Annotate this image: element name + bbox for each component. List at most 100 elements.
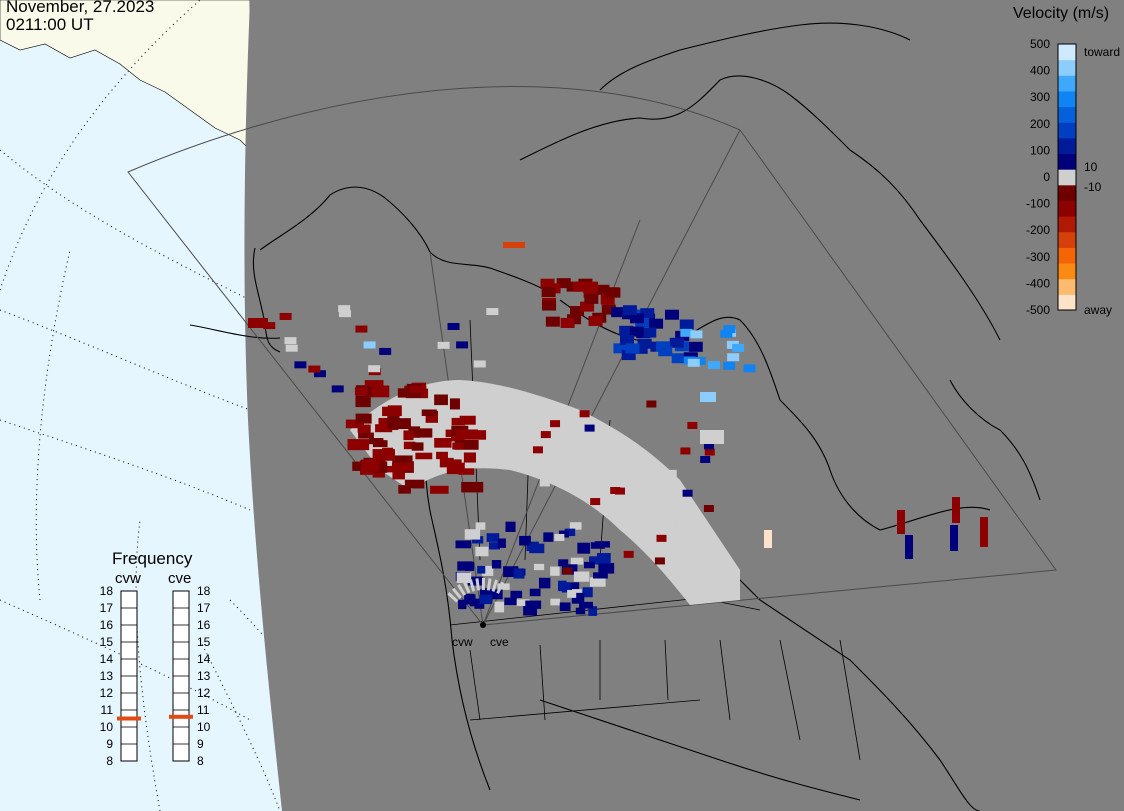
- velocity-cell: [589, 577, 606, 587]
- velocity-cell: [516, 599, 530, 606]
- velocity-cell: [372, 471, 385, 478]
- colorbar-tick-label: 100: [1030, 143, 1050, 157]
- velocity-cell: [577, 542, 591, 554]
- velocity-cell: [538, 577, 551, 589]
- velocity-cell: [593, 572, 608, 579]
- velocity-cell: [680, 328, 693, 337]
- velocity-cell: [590, 498, 601, 506]
- velocity-cell: [656, 534, 667, 542]
- frequency-tick-label: 13: [197, 669, 211, 683]
- velocity-cell: [529, 588, 541, 597]
- frequency-tick-label: 18: [197, 584, 211, 598]
- radar-site-dot: [480, 622, 486, 628]
- velocity-cell: [606, 287, 621, 298]
- velocity-cell: [646, 400, 657, 408]
- velocity-cell: [629, 326, 644, 337]
- velocity-cell: [743, 364, 756, 373]
- frequency-marker: [117, 716, 141, 721]
- velocity-cell: [596, 553, 611, 564]
- velocity-cell: [704, 448, 715, 456]
- colorbar-inner-tick-label: 10: [1084, 160, 1098, 174]
- velocity-cell: [279, 312, 292, 320]
- velocity-cell: [700, 392, 716, 402]
- velocity-cell: [355, 413, 372, 424]
- velocity-cell: [583, 561, 595, 569]
- velocity-cell: [513, 568, 525, 579]
- velocity-cell: [505, 521, 516, 532]
- velocity-cell: [575, 607, 586, 615]
- velocity-echoes: [248, 242, 988, 616]
- frequency-tick-label: 13: [100, 669, 114, 683]
- date-label: November, 27.2023: [6, 0, 155, 16]
- colorbar-swatch: [1058, 278, 1076, 295]
- velocity-cell: [479, 589, 494, 599]
- velocity-cell: [619, 335, 634, 346]
- colorbar-swatch: [1058, 294, 1076, 311]
- velocity-cell: [504, 597, 517, 606]
- velocity-cell: [703, 504, 714, 512]
- near-range-scatter: [447, 592, 459, 603]
- velocity-cell: [313, 370, 326, 378]
- velocity-cell: [642, 327, 657, 338]
- velocity-cell: [669, 337, 684, 348]
- velocity-cell: [732, 343, 745, 352]
- frequency-panel-title: Frequency: [112, 549, 193, 568]
- frequency-tick-label: 9: [106, 737, 113, 751]
- velocity-cell: [637, 338, 652, 349]
- near-range-scatter: [486, 578, 492, 591]
- colorbar-swatch: [1058, 153, 1076, 170]
- toward-label: toward: [1084, 45, 1120, 59]
- colorbar-tick-label: -300: [1026, 250, 1050, 264]
- velocity-cell: [614, 487, 625, 495]
- velocity-cell: [897, 510, 905, 534]
- colorbar-swatch: [1058, 231, 1076, 248]
- velocity-cell: [556, 278, 571, 289]
- velocity-cell: [439, 457, 454, 468]
- velocity-cell: [358, 432, 374, 439]
- velocity-cell: [451, 417, 466, 426]
- velocity-cell: [403, 430, 414, 441]
- site-label-cvw: cvw: [452, 635, 473, 649]
- velocity-cell: [682, 489, 693, 497]
- velocity-cell: [680, 447, 691, 455]
- colorbar-tick-label: -500: [1026, 303, 1050, 317]
- velocity-cell: [980, 517, 988, 547]
- velocity-cell: [397, 388, 422, 398]
- velocity-cell: [582, 587, 593, 598]
- near-range-scatter: [475, 578, 480, 591]
- colorbar-swatch: [1058, 44, 1076, 61]
- velocity-cell: [284, 337, 297, 345]
- velocity-cell: [497, 583, 510, 590]
- velocity-cell: [391, 462, 413, 472]
- colorbar-swatch: [1058, 75, 1076, 92]
- velocity-cell: [550, 598, 561, 606]
- velocity-cell: [560, 317, 575, 328]
- velocity-cell: [366, 385, 390, 398]
- velocity-cell: [408, 426, 421, 438]
- velocity-cell: [415, 452, 433, 460]
- velocity-cell: [477, 565, 486, 574]
- colorbar-swatch: [1058, 169, 1076, 186]
- velocity-cell: [687, 421, 698, 429]
- near-range-scatter: [469, 579, 476, 592]
- velocity-cell: [952, 497, 960, 523]
- velocity-cell: [354, 387, 368, 396]
- velocity-cell: [455, 429, 479, 439]
- colorbar-tick-label: 300: [1030, 90, 1050, 104]
- velocity-cell: [558, 580, 567, 592]
- velocity-cell: [417, 428, 433, 438]
- velocity-cell: [458, 599, 467, 610]
- frequency-tick-label: 17: [197, 601, 211, 615]
- velocity-cell: [601, 304, 616, 315]
- frequency-tick-label: 10: [197, 720, 211, 734]
- velocity-cell: [550, 566, 560, 576]
- velocity-cell: [578, 601, 594, 609]
- colorbar-swatch: [1058, 122, 1076, 139]
- velocity-cell: [727, 353, 740, 362]
- colorbar-tick-label: 400: [1030, 64, 1050, 78]
- velocity-cell: [584, 424, 595, 432]
- frequency-radar-label-cvw: cvw: [115, 570, 141, 587]
- velocity-cell: [613, 343, 628, 354]
- velocity-cell: [687, 358, 700, 367]
- colorbar-swatch: [1058, 184, 1076, 201]
